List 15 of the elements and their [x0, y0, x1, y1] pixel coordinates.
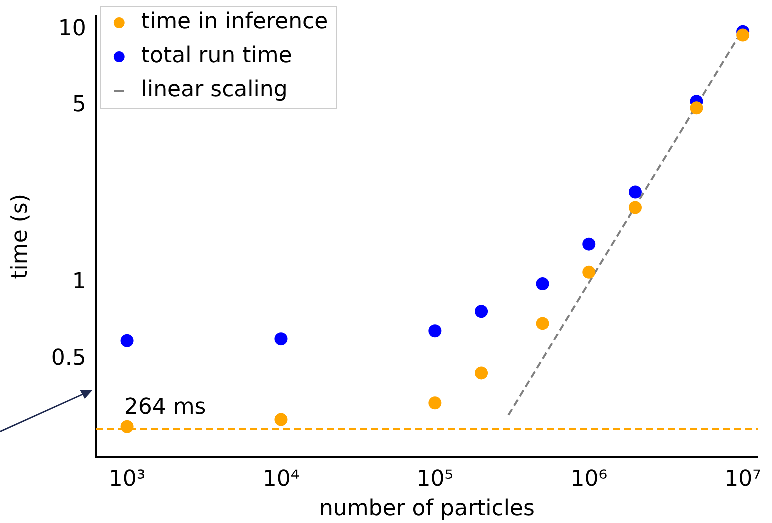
- x-tick-label: 10⁵: [416, 467, 454, 492]
- y-tick-label: 10: [58, 16, 86, 42]
- y-axis-title: time (s): [8, 194, 33, 280]
- x-tick-label: 10⁴: [262, 467, 300, 492]
- legend-label: total run time: [141, 44, 292, 69]
- x-axis-title: number of particles: [319, 496, 535, 522]
- x-tick-label: 10⁷: [724, 467, 762, 492]
- x-tick-label: 10³: [108, 467, 146, 492]
- y-tick-label: 1: [72, 270, 86, 295]
- x-tick-label: 10⁶: [570, 467, 608, 492]
- legend-label: time in inference: [141, 10, 328, 35]
- y-tick-label: 0.5: [51, 346, 86, 371]
- y-tick-label: 5: [72, 92, 86, 118]
- legend-label: linear scaling: [141, 78, 288, 103]
- ref-line-label: 264 ms: [124, 395, 206, 420]
